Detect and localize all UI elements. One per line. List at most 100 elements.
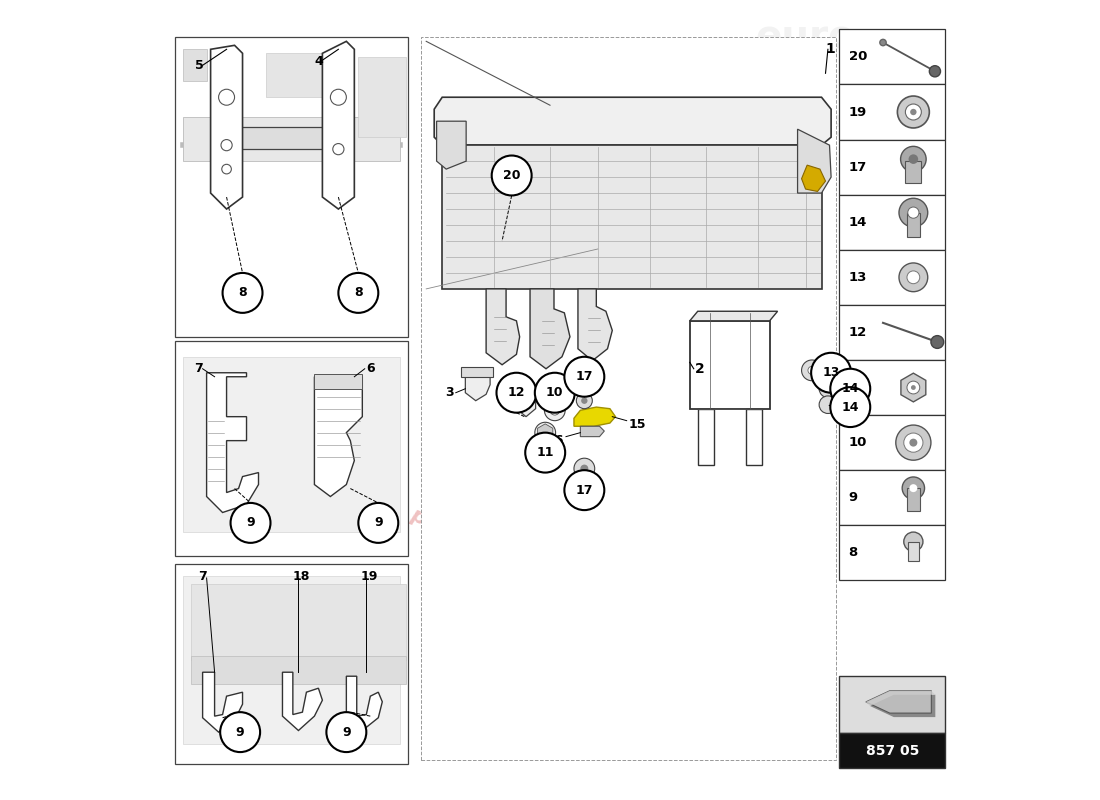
Polygon shape — [866, 690, 932, 713]
Text: 9: 9 — [342, 726, 351, 738]
Circle shape — [898, 96, 929, 128]
Bar — [190, 584, 406, 660]
Text: 10: 10 — [546, 386, 563, 399]
Circle shape — [544, 400, 565, 421]
Text: 8: 8 — [239, 286, 246, 299]
Bar — [839, 733, 945, 768]
Bar — [905, 161, 922, 183]
Circle shape — [899, 263, 927, 292]
Text: 85: 85 — [728, 164, 835, 238]
Text: 11: 11 — [537, 446, 554, 459]
Text: 9: 9 — [374, 516, 383, 530]
Bar — [839, 30, 945, 85]
Bar — [461, 367, 493, 377]
Text: 14: 14 — [842, 382, 859, 395]
Text: 17: 17 — [849, 161, 867, 174]
Circle shape — [904, 433, 923, 452]
Circle shape — [222, 164, 231, 174]
Text: a passion for parts since 1985: a passion for parts since 1985 — [387, 496, 745, 657]
Polygon shape — [442, 145, 822, 289]
Circle shape — [901, 146, 926, 172]
Text: 8: 8 — [849, 546, 858, 559]
Text: 14: 14 — [849, 216, 867, 229]
Text: 10: 10 — [849, 436, 867, 449]
Bar — [175, 38, 408, 337]
Circle shape — [576, 393, 592, 409]
Polygon shape — [798, 129, 832, 193]
Circle shape — [820, 380, 837, 398]
Circle shape — [895, 425, 931, 460]
Circle shape — [802, 360, 823, 381]
Bar — [908, 542, 918, 561]
Polygon shape — [322, 42, 354, 209]
Polygon shape — [517, 385, 536, 417]
Circle shape — [221, 139, 232, 150]
Bar — [839, 415, 945, 470]
Polygon shape — [581, 426, 604, 437]
Bar — [420, 38, 836, 760]
Circle shape — [911, 385, 916, 390]
Text: 6: 6 — [366, 362, 375, 375]
Circle shape — [231, 503, 271, 543]
Bar — [746, 409, 761, 465]
Text: 16: 16 — [547, 434, 564, 447]
Circle shape — [905, 104, 922, 120]
Polygon shape — [210, 46, 242, 209]
Bar — [175, 341, 408, 557]
Text: 17: 17 — [575, 370, 593, 383]
Text: 13: 13 — [849, 271, 867, 284]
Polygon shape — [530, 289, 570, 369]
Circle shape — [359, 503, 398, 543]
Circle shape — [807, 366, 816, 374]
Polygon shape — [465, 369, 491, 401]
Bar — [839, 470, 945, 526]
Bar — [839, 85, 945, 139]
Circle shape — [910, 438, 917, 446]
Text: 1: 1 — [825, 42, 835, 56]
Text: 2: 2 — [695, 362, 705, 376]
Circle shape — [574, 458, 595, 479]
Polygon shape — [802, 165, 825, 191]
Circle shape — [496, 373, 537, 413]
Text: 18: 18 — [293, 570, 310, 583]
Text: 20: 20 — [849, 50, 867, 63]
Circle shape — [880, 39, 887, 46]
Bar — [266, 54, 322, 98]
Circle shape — [333, 143, 344, 154]
Bar — [839, 194, 945, 250]
Polygon shape — [870, 694, 935, 717]
Circle shape — [830, 369, 870, 409]
Polygon shape — [690, 311, 778, 321]
Bar — [183, 117, 400, 161]
Circle shape — [910, 109, 916, 115]
Circle shape — [535, 422, 556, 443]
Circle shape — [535, 373, 575, 413]
Text: 20: 20 — [503, 169, 520, 182]
Bar — [839, 305, 945, 360]
Text: 8: 8 — [354, 286, 363, 299]
Bar — [839, 250, 945, 305]
Bar — [839, 139, 945, 194]
Text: 14: 14 — [842, 401, 859, 414]
Circle shape — [904, 532, 923, 551]
Bar — [219, 126, 342, 149]
Circle shape — [222, 273, 263, 313]
Polygon shape — [866, 690, 935, 706]
Polygon shape — [574, 407, 616, 426]
Text: 17: 17 — [575, 484, 593, 497]
Circle shape — [327, 712, 366, 752]
Bar — [908, 213, 920, 237]
Polygon shape — [538, 424, 553, 442]
Bar — [908, 488, 920, 510]
Circle shape — [339, 273, 378, 313]
Text: 9: 9 — [849, 491, 858, 504]
Bar — [183, 576, 400, 744]
Polygon shape — [437, 121, 466, 169]
Text: 15: 15 — [628, 418, 646, 431]
Text: 19: 19 — [849, 106, 867, 118]
Circle shape — [910, 484, 917, 492]
Circle shape — [220, 712, 260, 752]
Text: 12: 12 — [849, 326, 867, 339]
Circle shape — [581, 465, 589, 473]
Text: 3: 3 — [446, 386, 454, 399]
